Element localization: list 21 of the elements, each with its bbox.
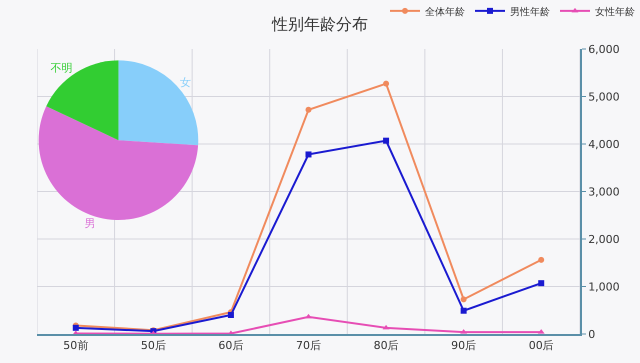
y-tick-label: 0 (588, 328, 596, 341)
slice-label: 不明 (50, 62, 72, 75)
x-tick-label: 50后 (140, 339, 166, 352)
y-tick-label: 1,000 (588, 280, 620, 294)
x-tick-label: 60后 (218, 339, 244, 352)
legend-label: 女性年龄 (595, 6, 635, 18)
y-tick-label: 6,000 (588, 42, 620, 56)
legend-label: 男性年龄 (510, 6, 550, 18)
y-tick-label: 3,000 (588, 185, 620, 198)
y-tick-label: 2,000 (588, 232, 620, 246)
y-tick-label: 5,000 (588, 90, 620, 104)
slice-label: 男 (84, 217, 96, 230)
x-tick-label: 80后 (374, 339, 399, 352)
chart-title: 性别年龄分布 (271, 14, 368, 34)
x-tick-label: 70后 (296, 339, 321, 352)
x-tick-label: 90后 (451, 339, 476, 352)
x-tick-label: 50前 (63, 339, 88, 352)
legend-label: 全体年龄 (425, 6, 465, 18)
y-tick-label: 4,000 (588, 138, 620, 151)
x-tick-label: 00后 (528, 339, 554, 352)
slice-label: 女 (180, 76, 191, 90)
